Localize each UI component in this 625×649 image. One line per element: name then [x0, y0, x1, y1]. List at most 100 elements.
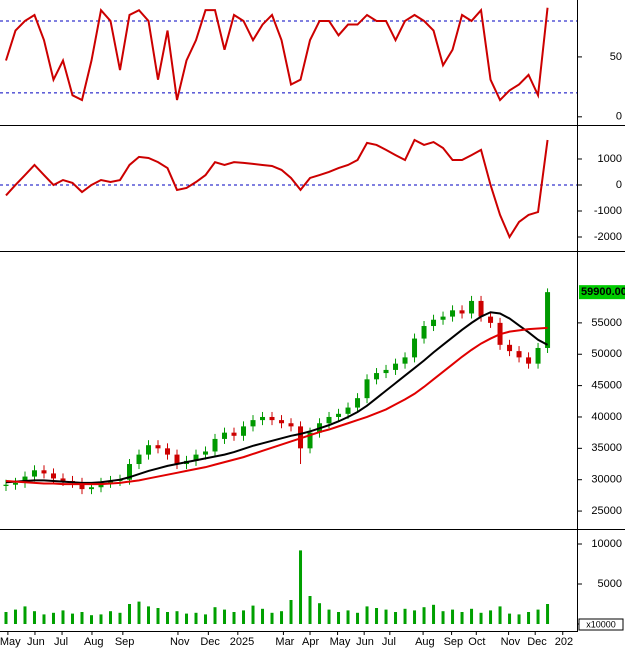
volume-bar [147, 606, 151, 624]
candle-body [345, 407, 351, 414]
candle-body [174, 454, 180, 465]
candle-body [393, 363, 399, 370]
candle-body [307, 432, 313, 449]
volume-bar [394, 612, 398, 624]
candle-body [507, 344, 513, 352]
volume-bar [299, 550, 303, 624]
x-tick-label: Sep [444, 636, 464, 648]
candle-body [250, 420, 256, 427]
y-tick-label: 5000 [598, 578, 622, 590]
volume-bar [99, 614, 103, 624]
candle-body [431, 319, 437, 327]
volume-bar [127, 604, 131, 624]
volume-bar [89, 615, 93, 624]
x-tick-label: Jul [54, 636, 68, 648]
candle-body [279, 420, 285, 424]
y-tick-label: 10000 [591, 538, 622, 550]
candle-body [488, 316, 494, 323]
volume-bar [365, 606, 369, 624]
candle-body [402, 357, 408, 364]
frame [0, 0, 625, 632]
volume-bar [546, 604, 550, 624]
candle-body [212, 438, 218, 452]
volume-bar [194, 612, 198, 624]
volume-bar [137, 601, 141, 624]
candle-body [440, 316, 446, 320]
candle-body [136, 454, 142, 465]
volume-bar [346, 610, 350, 624]
volume-bar [4, 612, 8, 624]
candle-body [50, 473, 56, 479]
volume-bar [23, 606, 27, 624]
volume-bar [470, 608, 474, 624]
volume-bar [223, 609, 227, 624]
y-tick-label: 55000 [591, 317, 622, 329]
candle-body [383, 369, 389, 374]
volume-bar [270, 612, 274, 624]
candle-body [231, 432, 237, 436]
x-tick-label: Dec [527, 636, 547, 648]
candle-body [336, 413, 342, 417]
candle-body [535, 347, 541, 364]
candle-body [545, 292, 551, 348]
candle-body [41, 470, 47, 474]
candle-body [3, 484, 9, 486]
candle-body [222, 432, 228, 439]
candle-body [146, 445, 152, 455]
candle-body [260, 416, 266, 421]
y-tick-label: 45000 [591, 380, 622, 392]
x-tick-label: Nov [170, 636, 190, 648]
volume-bar [413, 610, 417, 624]
candle-body [288, 423, 294, 427]
volume-bar [242, 610, 246, 624]
y-tick-label: -2000 [594, 231, 622, 243]
x-tick-label: 2025 [230, 636, 254, 648]
volume-bar [32, 611, 36, 624]
candle-body [355, 398, 361, 408]
volume-bar [422, 607, 426, 624]
candle-body [516, 351, 522, 358]
volume-bar [508, 613, 512, 624]
volume-bar [108, 611, 112, 624]
last-price-box [579, 285, 625, 300]
volume-bar [156, 608, 160, 624]
volume-bar [204, 614, 208, 624]
volume-bar [232, 612, 236, 624]
volume-bar [51, 612, 55, 624]
candle-body [326, 416, 332, 424]
candle-body [374, 373, 380, 380]
volume-bar [61, 610, 65, 624]
moving-average [5, 311, 549, 484]
candle-body [22, 476, 28, 483]
candle-body [203, 451, 209, 455]
oscillator-line [5, 7, 549, 102]
candle-body [241, 426, 247, 436]
x-tick-label: Apr [302, 636, 319, 648]
volume-bar [356, 612, 360, 624]
volume-bar [498, 606, 502, 624]
candle-body [79, 482, 85, 490]
volume-bar [175, 611, 179, 624]
volume-bar [517, 614, 521, 624]
volume-bar [327, 609, 331, 624]
volume-bar [13, 609, 17, 624]
volume-bar [251, 605, 255, 624]
candle-body [12, 482, 18, 485]
candle-body [469, 300, 475, 314]
x-tick-label: Dec [200, 636, 220, 648]
y-tick-label: 30000 [591, 474, 622, 486]
moving-average [5, 326, 548, 486]
y-tick-label: 0 [616, 111, 622, 123]
volume-bar [403, 608, 407, 624]
volume-bar [375, 608, 379, 624]
x-tick-label: May [330, 636, 351, 648]
last-price-label: 59900.00 [581, 286, 625, 298]
volume-bar [527, 612, 531, 624]
y-tick-label: 0 [616, 179, 622, 191]
candle-body [526, 357, 532, 364]
x-tick-label: Aug [84, 636, 104, 648]
candle-body [155, 445, 161, 449]
candle-body [450, 310, 456, 317]
